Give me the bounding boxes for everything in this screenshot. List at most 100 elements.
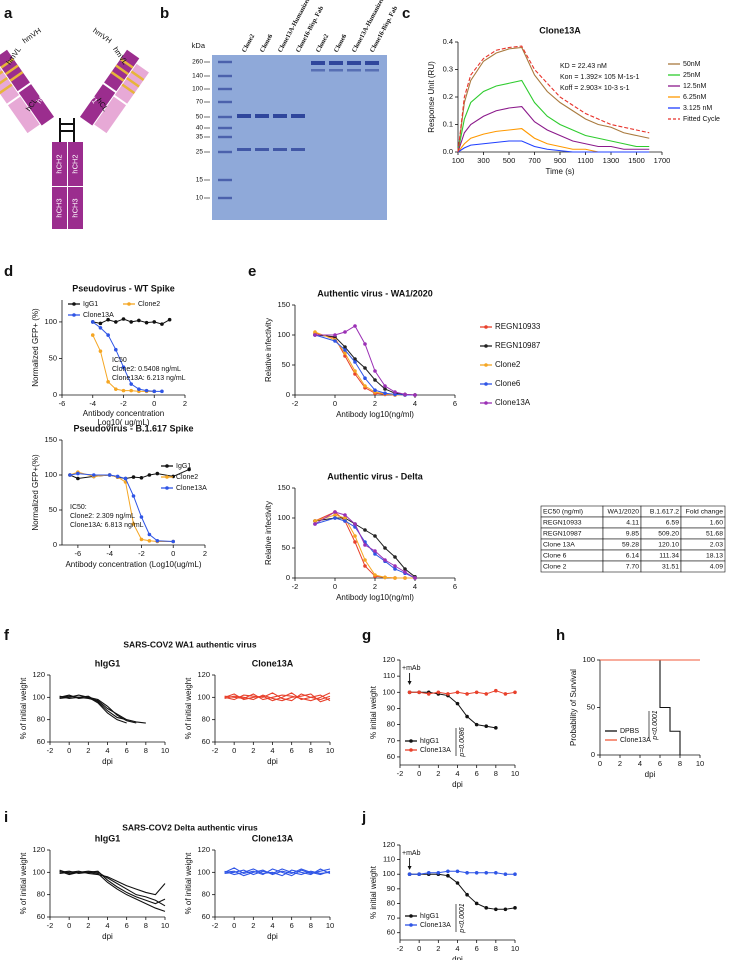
ladder-band xyxy=(218,135,232,139)
legend-marker xyxy=(409,914,413,918)
y-tick-label: 150 xyxy=(277,300,290,309)
point xyxy=(313,519,317,523)
point xyxy=(106,380,110,384)
point xyxy=(363,564,367,568)
x-axis-label: Log10( ug/mL) xyxy=(97,418,149,427)
x-tick-label: 0 xyxy=(333,582,337,591)
chart-title: hIgG1 xyxy=(95,658,121,668)
point xyxy=(393,390,397,394)
point xyxy=(333,510,337,514)
x-tick-label: 700 xyxy=(528,156,541,165)
y-tick-label: 100 xyxy=(277,513,290,522)
series-line xyxy=(314,334,415,396)
y-tick-label: 70 xyxy=(387,736,395,745)
table-text: 31.51 xyxy=(662,563,679,570)
legend-label: 3.125 nM xyxy=(683,105,712,112)
ladder-label: 140 xyxy=(192,73,203,80)
panel-label: j xyxy=(361,809,366,826)
point xyxy=(129,320,133,324)
x-tick-label: 0 xyxy=(417,944,421,953)
legend-label: Clone2 xyxy=(495,360,521,369)
legend-label: Clone13A xyxy=(495,398,531,407)
series-line xyxy=(315,325,416,396)
y-tick-label: 150 xyxy=(277,483,290,492)
x-tick-label: 2 xyxy=(373,399,377,408)
y-tick-label: 0 xyxy=(286,390,290,399)
legend-label: Clone13A xyxy=(83,312,114,319)
table-text: Clone 13A xyxy=(543,541,575,548)
x-axis-label: dpi xyxy=(267,757,278,766)
x-tick-label: 8 xyxy=(144,746,148,755)
x-tick-label: 6 xyxy=(453,399,457,408)
point xyxy=(455,881,460,885)
y-axis-label: Normalized GFP+ (%) xyxy=(31,308,40,387)
point xyxy=(167,317,172,322)
point xyxy=(373,378,377,382)
point xyxy=(373,552,377,556)
ladder-label: 35 xyxy=(196,134,204,141)
ladder-label: 70 xyxy=(196,99,204,106)
y-tick-label: 150 xyxy=(44,435,57,444)
gel-image xyxy=(212,55,387,220)
annotation: IC50: xyxy=(70,504,87,511)
x-tick-label: -2 xyxy=(47,921,54,930)
point xyxy=(383,391,387,396)
band xyxy=(347,69,361,72)
panel-label: b xyxy=(160,5,169,22)
x-axis-label: Time (s) xyxy=(545,167,574,176)
band xyxy=(291,114,305,118)
x-tick-label: 2 xyxy=(618,759,622,768)
legend-marker xyxy=(165,475,169,479)
band xyxy=(329,69,343,72)
legend-label: 12.5nM xyxy=(683,83,707,90)
domain-label: hCH2 xyxy=(54,154,63,173)
point xyxy=(503,872,508,877)
series-line xyxy=(314,514,415,579)
series-line xyxy=(457,140,650,153)
table-text: Clone 2 xyxy=(543,563,567,570)
x-axis-label: dpi xyxy=(102,757,113,766)
point xyxy=(147,539,152,543)
lane-label: Clone2 xyxy=(241,33,256,54)
legend-label: Clone13A xyxy=(420,747,451,754)
x-tick-label: 4 xyxy=(413,399,417,408)
ladder-band xyxy=(218,87,232,91)
y-tick-label: 100 xyxy=(44,470,57,479)
point xyxy=(503,692,508,696)
chart: 0 50 100 0 2 4 6 8 10 dpi Probability of Survival p… xyxy=(569,655,704,779)
annotation: KD = 22.43 nM xyxy=(560,63,607,70)
x-tick-label: -2 xyxy=(397,769,404,778)
y-tick-label: 80 xyxy=(37,715,45,724)
series-line xyxy=(69,468,190,480)
ladder-band xyxy=(218,74,232,78)
y-axis-label: Probability of Survival xyxy=(569,669,578,746)
point xyxy=(383,546,387,550)
table-text: 120.10 xyxy=(658,541,679,548)
point xyxy=(373,549,377,553)
x-tick-label: -2 xyxy=(292,582,299,591)
x-tick-label: 2 xyxy=(86,921,90,930)
legend-marker xyxy=(484,382,488,386)
table-cell xyxy=(680,560,726,573)
legend-marker xyxy=(484,401,488,405)
point xyxy=(333,513,337,517)
y-axis-label: % initial weight xyxy=(369,685,378,739)
x-tick-label: 0 xyxy=(232,921,236,930)
point xyxy=(129,382,133,386)
chart-title: Clone13A xyxy=(252,658,294,668)
point xyxy=(383,387,387,391)
ladder-band xyxy=(218,150,232,154)
chart-title: Authentic virus - WA1/2020 xyxy=(317,288,433,298)
x-tick-label: 4 xyxy=(455,769,459,778)
legend-marker xyxy=(409,923,413,927)
y-tick-label: 80 xyxy=(387,898,395,907)
series-line xyxy=(409,691,496,729)
chart: 60 80 100 120 -2 0 2 4 6 8 10 hIgG1 dpi % of initial … xyxy=(19,658,169,766)
table-text: Clone 6 xyxy=(543,552,567,559)
point xyxy=(131,494,136,498)
x-tick-label: 4 xyxy=(413,582,417,591)
table-text: 6.59 xyxy=(666,519,679,526)
